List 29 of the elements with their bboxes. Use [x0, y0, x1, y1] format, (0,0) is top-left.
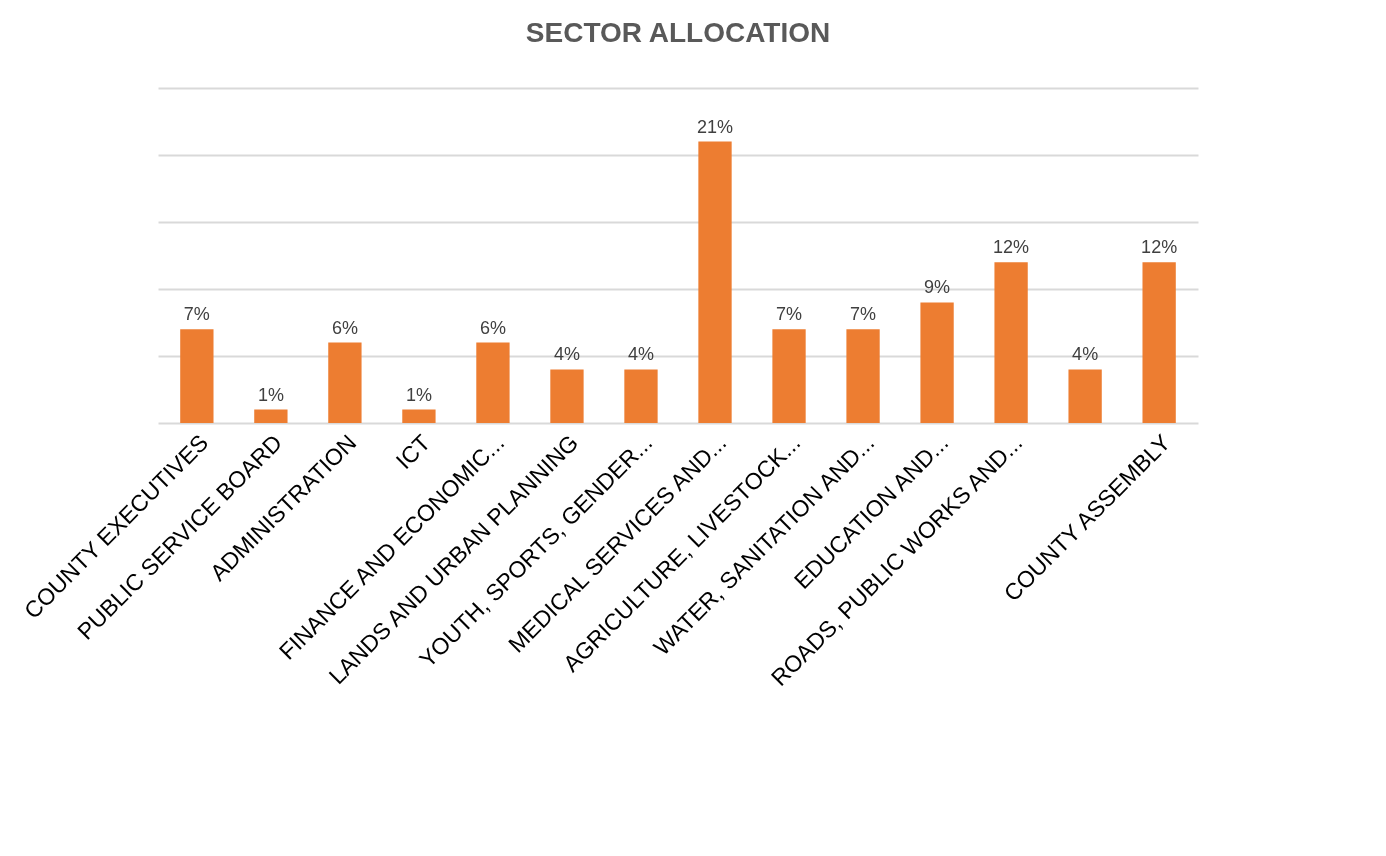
bar	[994, 262, 1028, 423]
data-label: 7%	[183, 304, 210, 325]
bar	[402, 409, 436, 423]
data-label: 6%	[479, 317, 506, 338]
data-label: 12%	[1141, 237, 1178, 258]
data-label: 1%	[405, 384, 432, 405]
data-label: 6%	[331, 317, 358, 338]
data-label: 7%	[776, 304, 803, 325]
data-label: 21%	[697, 116, 734, 137]
data-label: 4%	[627, 344, 654, 365]
bar	[180, 329, 214, 423]
bar	[1068, 369, 1102, 423]
data-label: 4%	[553, 344, 580, 365]
bar	[772, 329, 806, 423]
bar	[328, 342, 362, 423]
data-label: 7%	[850, 304, 877, 325]
bar	[1142, 262, 1176, 423]
bar	[698, 141, 732, 423]
chart-title: SECTOR ALLOCATION	[525, 17, 831, 48]
bar	[920, 302, 954, 423]
data-label: 1%	[257, 384, 284, 405]
data-label: 4%	[1072, 344, 1099, 365]
bar	[254, 409, 288, 423]
data-label: 12%	[993, 237, 1030, 258]
bar	[476, 342, 510, 423]
bar	[624, 369, 658, 423]
bar	[550, 369, 584, 423]
data-label: 9%	[924, 277, 951, 298]
bar	[846, 329, 880, 423]
